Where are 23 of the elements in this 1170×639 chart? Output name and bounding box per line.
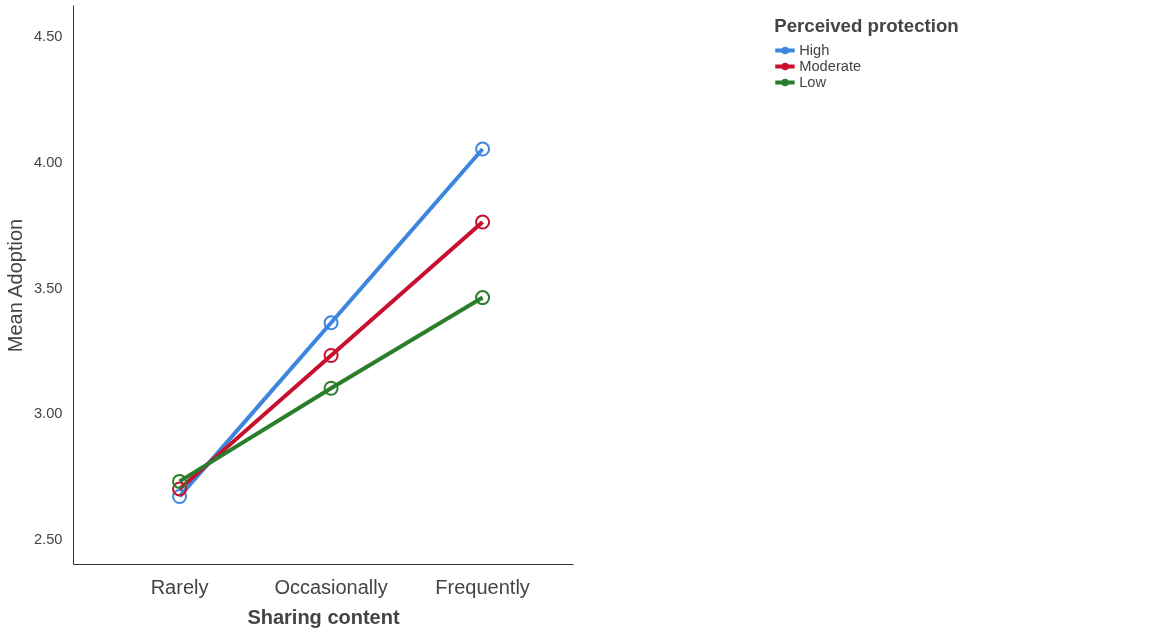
x-tick-label: Rarely [150,575,209,598]
point [323,348,339,363]
point [475,290,491,306]
point [323,380,339,396]
x-tick-label: Occasionally [274,575,388,598]
point [172,481,188,497]
legend-label: Moderate [799,58,862,74]
y-tick-label: 3.00 [33,405,63,422]
y-axis-title: Mean Adoption [3,218,26,353]
point [172,489,188,504]
point [323,315,339,331]
legend-label: High [799,42,830,58]
point [172,473,188,489]
legend-title: Perceived protection [774,15,959,37]
point [475,214,491,230]
point [475,141,491,157]
x-tick-label: Frequently [435,575,530,598]
legend-label: Low [799,74,827,90]
y-tick-label: 4.50 [33,27,63,44]
y-tick-label: 3.50 [33,279,63,296]
y-tick-label: 2.50 [33,531,63,548]
x-axis-title: Sharing content [247,605,400,628]
y-tick-label: 4.00 [33,153,63,170]
